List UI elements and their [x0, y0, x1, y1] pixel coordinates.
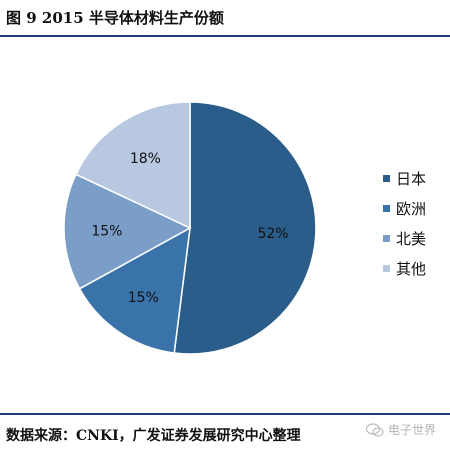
legend-swatch-1 — [383, 175, 390, 182]
pie-slice-3 — [63, 173, 192, 290]
data-label-1: 52% — [257, 226, 288, 242]
pie-slices — [63, 101, 317, 355]
pie-slice-2 — [78, 226, 191, 354]
legend-label-4: 其他 — [396, 260, 426, 278]
data-label-4: 18% — [130, 151, 161, 167]
footer: 数据来源：CNKI，广发证券发展研究中心整理 电子世界 — [0, 413, 450, 449]
watermark-text: 电子世界 — [387, 423, 436, 437]
legend-swatch-3 — [383, 235, 390, 242]
legend-label-2: 欧洲 — [396, 200, 426, 218]
wechat-icon — [365, 422, 384, 437]
data-label-3: 15% — [91, 224, 122, 240]
pie-slice-1 — [173, 101, 317, 355]
legend-swatch-2 — [383, 205, 390, 212]
legend-label-3: 北美 — [396, 230, 426, 248]
source-note: 数据来源：CNKI，广发证券发展研究中心整理 — [6, 428, 301, 444]
chart-title: 图 9 2015 半导体材料生产份额 — [6, 9, 224, 27]
watermark: 电子世界 — [365, 421, 436, 438]
legend-swatch-4 — [383, 265, 390, 272]
data-labels: 52% 15% 15% 18% — [91, 151, 288, 306]
header: 图 9 2015 半导体材料生产份额 — [0, 0, 450, 37]
data-label-2: 15% — [128, 290, 159, 306]
pie-slice-4 — [74, 101, 191, 230]
legend-label-1: 日本 — [396, 170, 426, 188]
